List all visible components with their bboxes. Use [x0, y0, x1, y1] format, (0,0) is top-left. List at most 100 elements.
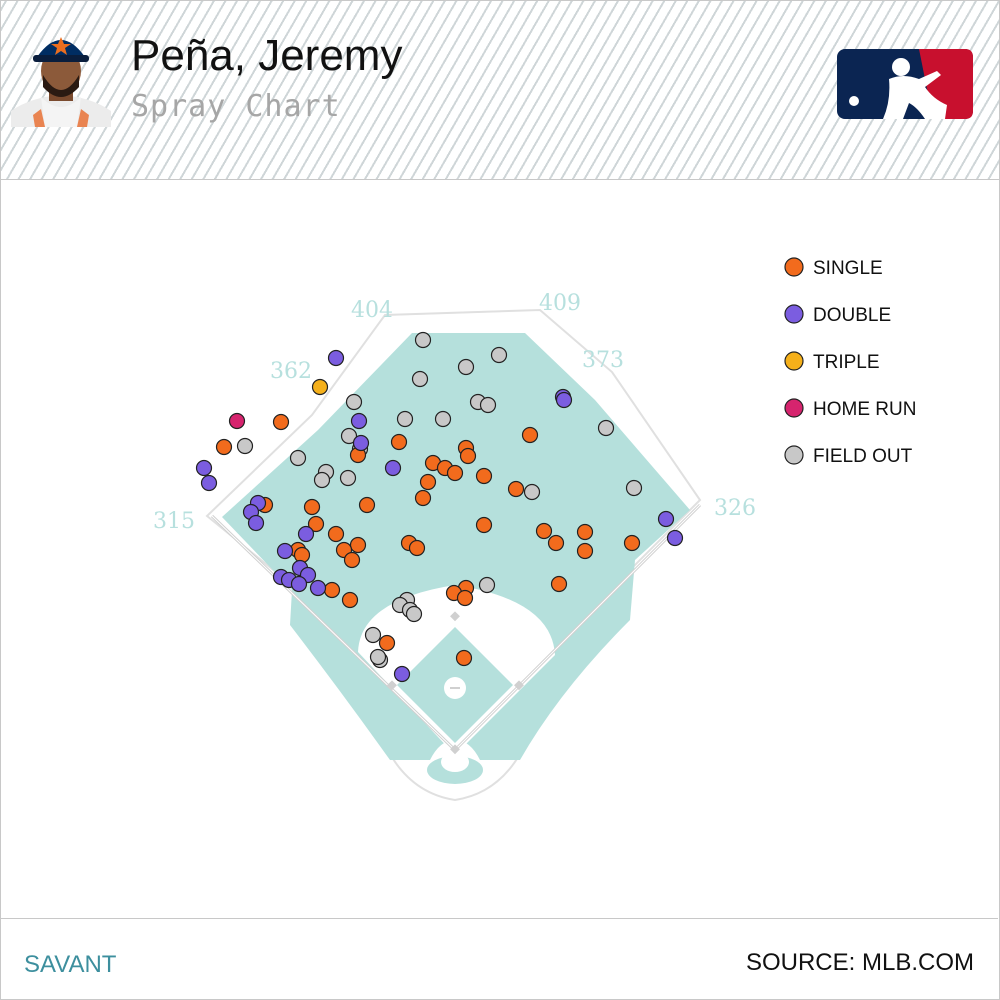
- hit-point-field-out: [434, 410, 452, 428]
- spray-chart: 315 362 404 409 373 326 SINGLE DOUBLE TR…: [0, 180, 1000, 918]
- legend-swatch-home-run: [784, 398, 804, 418]
- hit-point-single: [507, 480, 525, 498]
- hit-point-single: [475, 467, 493, 485]
- footer: SAVANT SOURCE: MLB.COM: [0, 918, 998, 999]
- hit-point-double: [297, 525, 315, 543]
- spray-chart-svg: 315 362 404 409 373 326 SINGLE DOUBLE TR…: [153, 257, 916, 802]
- hit-point-double: [555, 391, 573, 409]
- hit-point-double: [195, 459, 213, 477]
- fence-distance-rcf: 373: [582, 348, 624, 373]
- legend-label-double: DOUBLE: [813, 305, 891, 326]
- hit-point-double: [666, 529, 684, 547]
- header: Peña, Jeremy Spray Chart: [1, 1, 999, 180]
- legend-item-triple: TRIPLE: [784, 351, 880, 373]
- legend-swatch-triple: [784, 351, 804, 371]
- hit-point-double: [327, 349, 345, 367]
- hit-point-single: [547, 534, 565, 552]
- hit-point-double: [200, 474, 218, 492]
- hit-point-single: [341, 591, 359, 609]
- hit-point-home-run: [228, 412, 246, 430]
- hit-point-field-out: [313, 471, 331, 489]
- hit-point-single: [455, 649, 473, 667]
- hit-point-single: [215, 438, 233, 456]
- hit-point-double: [352, 434, 370, 452]
- hit-point-single: [521, 426, 539, 444]
- hit-point-single: [419, 473, 437, 491]
- hit-point-double: [309, 579, 327, 597]
- hit-point-field-out: [523, 483, 541, 501]
- legend-label-single: SINGLE: [813, 258, 883, 279]
- hit-point-single: [303, 498, 321, 516]
- hit-point-single: [623, 534, 641, 552]
- hit-point-field-out: [411, 370, 429, 388]
- hit-point-field-out: [364, 626, 382, 644]
- hit-point-double: [276, 542, 294, 560]
- hit-point-single: [378, 634, 396, 652]
- field-grass: [222, 333, 690, 760]
- player-name: Peña, Jeremy: [131, 31, 403, 80]
- hit-point-single: [408, 539, 426, 557]
- hit-point-single: [414, 489, 432, 507]
- hit-point-field-out: [340, 427, 358, 445]
- fence-distance-rf: 326: [714, 496, 756, 521]
- hit-point-field-out: [289, 449, 307, 467]
- hit-point-single: [327, 525, 345, 543]
- hit-point-field-out: [478, 576, 496, 594]
- legend-item-field-out: FIELD OUT: [784, 445, 913, 467]
- player-headshot-icon: [11, 25, 111, 127]
- hit-point-single: [272, 413, 290, 431]
- hit-point-field-out: [479, 396, 497, 414]
- hit-point-single: [535, 522, 553, 540]
- hit-point-single: [456, 589, 474, 607]
- hit-point-double: [247, 514, 265, 532]
- hit-point-double: [350, 412, 368, 430]
- legend: SINGLE DOUBLE TRIPLE HOME RUN FIELD OUT: [784, 257, 916, 467]
- hit-points: [195, 331, 684, 683]
- fence-distance-lcf: 362: [270, 359, 312, 384]
- legend-swatch-field-out: [784, 445, 804, 465]
- legend-swatch-double: [784, 304, 804, 324]
- hit-point-field-out: [490, 346, 508, 364]
- hit-point-field-out: [597, 419, 615, 437]
- hit-point-double: [384, 459, 402, 477]
- hit-point-single: [323, 581, 341, 599]
- hit-point-double: [657, 510, 675, 528]
- hit-point-single: [390, 433, 408, 451]
- hit-point-field-out: [625, 479, 643, 497]
- hit-point-field-out: [236, 437, 254, 455]
- fence-distance-lf: 315: [153, 509, 195, 534]
- hit-point-single: [459, 447, 477, 465]
- legend-label-triple: TRIPLE: [813, 352, 880, 373]
- hit-point-field-out: [369, 648, 387, 666]
- first-base: [514, 680, 524, 691]
- hit-point-single: [550, 575, 568, 593]
- fence-distance-cf-right: 409: [539, 291, 581, 316]
- hit-point-single: [307, 515, 325, 533]
- savant-link[interactable]: SAVANT: [24, 951, 117, 978]
- legend-item-single: SINGLE: [784, 257, 883, 279]
- hit-point-field-out: [457, 358, 475, 376]
- hit-point-field-out: [414, 331, 432, 349]
- hit-point-double: [393, 665, 411, 683]
- fence-distance-cf-left: 404: [351, 298, 393, 323]
- hit-point-triple: [311, 378, 329, 396]
- hit-point-single: [349, 536, 367, 554]
- hit-point-single: [446, 464, 464, 482]
- hit-point-single: [475, 516, 493, 534]
- hit-point-field-out: [345, 393, 363, 411]
- legend-swatch-single: [784, 257, 804, 277]
- hit-point-single: [576, 523, 594, 541]
- hit-point-field-out: [339, 469, 357, 487]
- hit-point-field-out: [396, 410, 414, 428]
- hit-point-single: [343, 551, 361, 569]
- source-credit: SOURCE: MLB.COM: [745, 949, 974, 976]
- hit-point-single: [576, 542, 594, 560]
- legend-item-double: DOUBLE: [784, 304, 891, 326]
- legend-label-home-run: HOME RUN: [813, 399, 916, 420]
- mlb-logo-icon: [837, 49, 973, 119]
- legend-item-home-run: HOME RUN: [784, 398, 916, 420]
- hit-point-single: [358, 496, 376, 514]
- hit-point-double: [290, 575, 308, 593]
- chart-subtitle: Spray Chart: [131, 89, 341, 124]
- legend-label-field-out: FIELD OUT: [813, 446, 913, 467]
